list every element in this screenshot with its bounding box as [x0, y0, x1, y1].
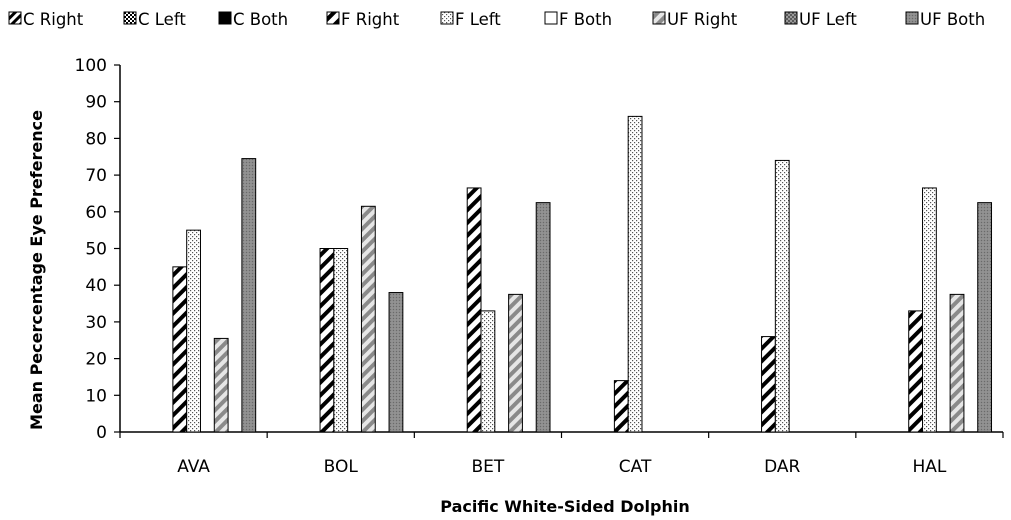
legend-swatch-uf-left: [784, 11, 798, 25]
bar-bet-f-right: [466, 187, 482, 433]
bar-hal-uf-right: [949, 293, 965, 433]
bar-ava-f-right: [172, 266, 188, 433]
legend-label-c-left: C Left: [138, 10, 186, 29]
legend-label-uf-right: UF Right: [667, 10, 738, 29]
legend-swatch-f-both: [544, 11, 558, 25]
y-tick-label: 40: [85, 276, 107, 296]
bar-bol-f-right: [319, 248, 335, 433]
y-tick-label: 10: [85, 386, 107, 406]
bar-ava-f-left: [186, 229, 201, 433]
y-tick-label: 30: [85, 313, 107, 333]
bar-ava-uf-right: [213, 337, 229, 433]
legend-label-c-both: C Both: [233, 10, 288, 29]
bar-bol-f-left: [333, 248, 349, 433]
x-axis-title: Pacific White-Sided Dolphin: [440, 497, 689, 516]
x-axis: AVA BOL BET CAT DAR HAL: [119, 431, 1004, 477]
legend-swatch-f-left: [440, 11, 454, 25]
legend-swatch-uf-right: [652, 11, 666, 25]
bar-bet-f-left: [480, 310, 496, 433]
y-tick-label: 20: [85, 350, 107, 370]
x-tick-label-hal: HAL: [912, 457, 946, 477]
bar-bol-uf-right: [360, 205, 376, 433]
y-axis: 0 10 20 30 40 50 60 70 80 90 100: [75, 56, 121, 443]
x-tick-label-ava: AVA: [177, 457, 210, 477]
bar-dar-f-left: [774, 159, 790, 433]
legend-label-f-both: F Both: [559, 10, 612, 29]
legend-swatch-uf-both: [905, 11, 919, 25]
legend: C Right C Left C Both F Right F Left F Both UF…: [8, 10, 985, 29]
x-tick-label-bol: BOL: [324, 457, 359, 477]
legend-label-uf-both: UF Both: [920, 10, 985, 29]
bar-cat-f-left: [627, 115, 643, 433]
bars: [172, 115, 993, 433]
y-tick-label: 60: [85, 203, 107, 223]
legend-label-f-right: F Right: [341, 10, 400, 29]
y-tick-label: 0: [96, 423, 107, 443]
bar-hal-f-left: [922, 187, 937, 433]
legend-label-uf-left: UF Left: [799, 10, 857, 29]
x-tick-label-bet: BET: [472, 457, 505, 477]
legend-label-c-right: C Right: [23, 10, 84, 29]
bar-bet-uf-both: [535, 202, 551, 433]
bar-bet-uf-right: [508, 293, 523, 433]
bar-ava-uf-both: [241, 158, 257, 433]
bar-cat-f-right: [613, 380, 629, 433]
legend-swatch-c-left: [123, 11, 137, 25]
legend-swatch-c-both: [218, 11, 232, 25]
bar-hal-f-right: [908, 310, 924, 433]
y-tick-label: 100: [75, 56, 107, 76]
bar-dar-f-right: [761, 336, 776, 433]
y-axis-title: Mean Pecercentage Eye Preference: [27, 110, 46, 430]
y-tick-label: 90: [85, 93, 107, 113]
y-tick-label: 50: [85, 240, 107, 260]
legend-label-f-left: F Left: [455, 10, 501, 29]
bar-hal-uf-both: [977, 202, 993, 433]
legend-swatch-f-right: [326, 11, 340, 25]
y-tick-label: 70: [85, 166, 107, 186]
y-tick-label: 80: [85, 129, 107, 149]
x-tick-label-cat: CAT: [619, 457, 652, 477]
x-tick-label-dar: DAR: [764, 457, 800, 477]
legend-swatch-c-right: [8, 11, 22, 25]
bar-bol-uf-both: [388, 292, 404, 433]
